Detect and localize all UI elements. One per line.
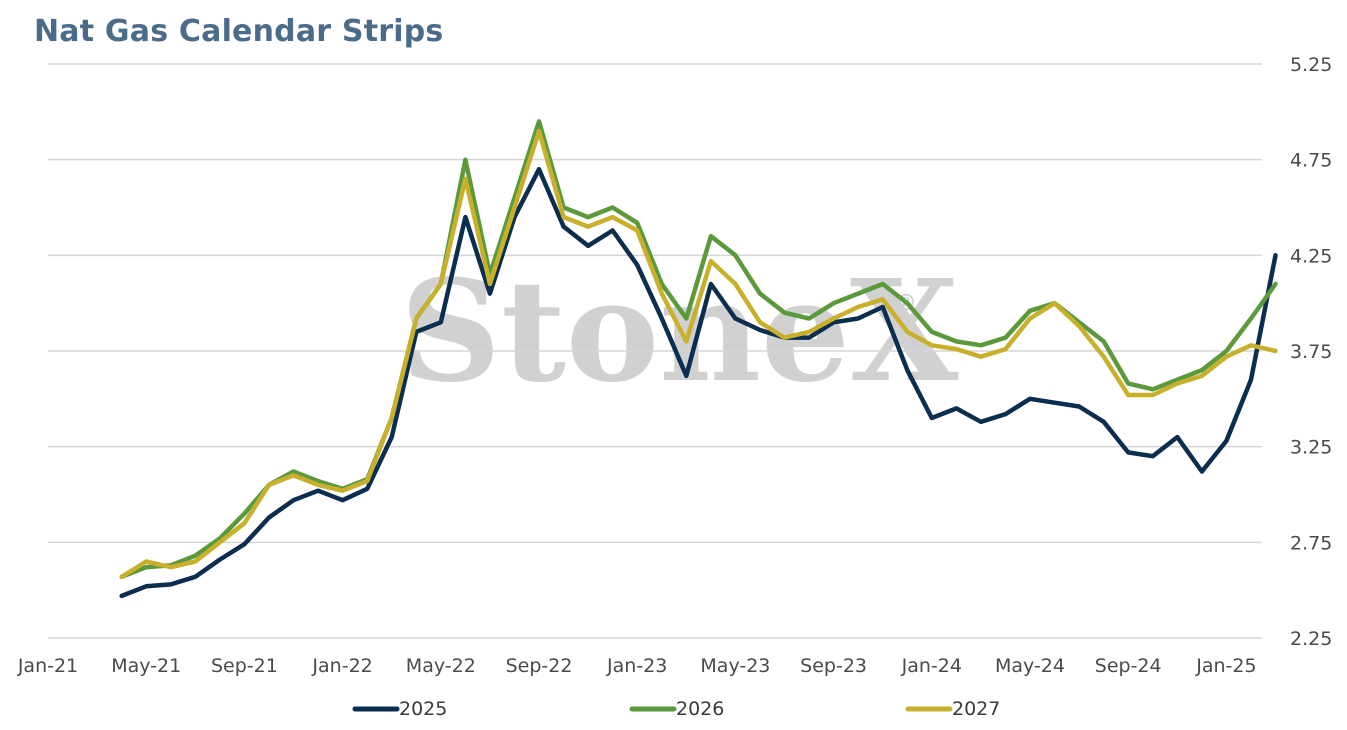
x-tick-label: Sep-21 xyxy=(211,655,278,677)
legend-label: 2025 xyxy=(399,698,447,720)
y-axis-tick-labels: 2.25 2.75 3.25 3.75 4.25 4.75 5.25 xyxy=(1290,54,1332,650)
x-tick-label: May-24 xyxy=(995,655,1065,677)
legend-label: 2026 xyxy=(676,698,724,720)
legend-item-2025: 2025 xyxy=(352,698,447,720)
x-tick-label: Jan-24 xyxy=(901,655,962,677)
legend-label: 2027 xyxy=(952,698,1000,720)
x-tick-label: May-23 xyxy=(700,655,770,677)
x-tick-label: May-22 xyxy=(406,655,476,677)
y-tick-label: 4.75 xyxy=(1290,150,1332,172)
x-tick-label: May-21 xyxy=(111,655,181,677)
legend-item-2026: 2026 xyxy=(629,698,724,720)
series-line-2025 xyxy=(119,166,1278,599)
series-line-2026 xyxy=(119,119,1278,580)
y-tick-label: 5.25 xyxy=(1290,54,1332,76)
y-tick-label: 3.75 xyxy=(1290,341,1332,363)
legend: 2025 2026 2027 xyxy=(352,698,1000,720)
gridlines xyxy=(48,63,1262,639)
x-tick-label: Sep-24 xyxy=(1095,655,1162,677)
x-tick-label: Jan-21 xyxy=(17,655,78,677)
chart-title: Nat Gas Calendar Strips xyxy=(34,14,444,49)
x-tick-label: Jan-23 xyxy=(606,655,667,677)
legend-item-2027: 2027 xyxy=(905,698,1000,720)
x-tick-label: Jan-25 xyxy=(1195,655,1256,677)
series-lines xyxy=(119,119,1278,599)
x-tick-label: Sep-23 xyxy=(800,655,867,677)
x-tick-label: Jan-22 xyxy=(311,655,372,677)
x-tick-label: Sep-22 xyxy=(506,655,573,677)
x-axis-tick-labels: Jan-21 May-21 Sep-21 Jan-22 May-22 Sep-22 Jan-… xyxy=(17,655,1257,677)
y-tick-label: 4.25 xyxy=(1290,245,1332,267)
y-tick-label: 3.25 xyxy=(1290,437,1332,459)
y-tick-label: 2.75 xyxy=(1290,532,1332,554)
y-tick-label: 2.25 xyxy=(1290,628,1332,650)
series-line-2027 xyxy=(119,128,1278,580)
